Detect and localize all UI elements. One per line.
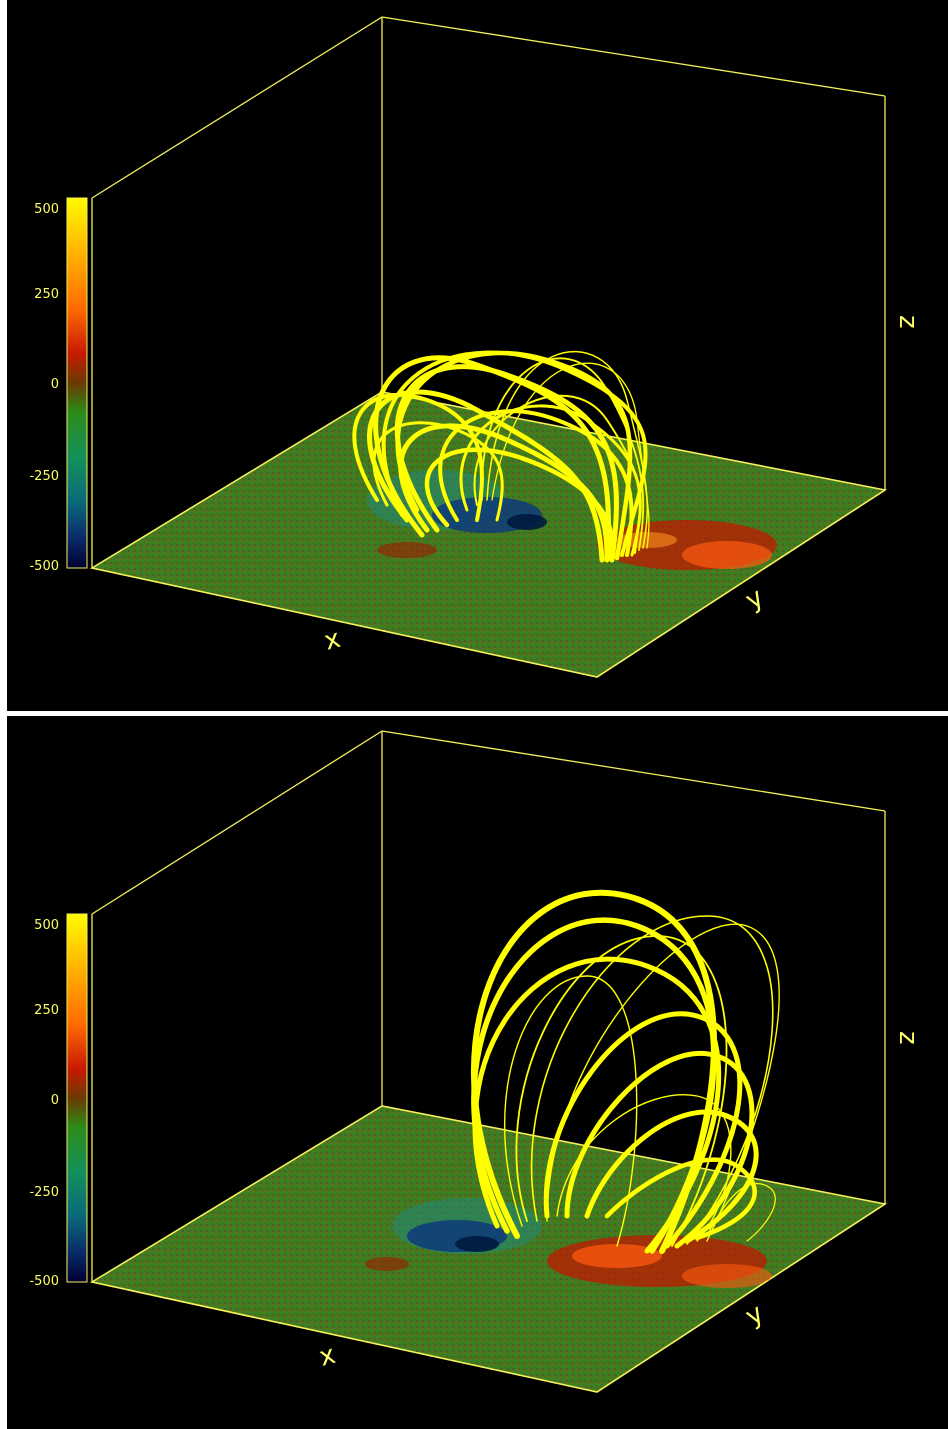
colorbar-tick-label: 0: [51, 377, 59, 392]
field-lines-top: [352, 350, 650, 563]
colorbar-tick-label: -250: [29, 1185, 59, 1200]
bottom-panel: 500 250 0 -250 -500 x y z: [7, 716, 948, 1429]
bounding-box-front: [91, 489, 886, 678]
colorbar-tick-label: -250: [29, 469, 59, 484]
y-axis-label: y: [741, 1298, 769, 1332]
positive-region-core: [682, 541, 772, 569]
positive-region-small: [365, 1257, 409, 1271]
top-plot-3d: 500 250 0 -250 -500 x y z: [29, 16, 923, 678]
x-axis-label: x: [316, 1340, 339, 1373]
bounding-box-back: [91, 730, 886, 1282]
positive-region-east: [682, 1264, 772, 1288]
colorbar-tick-label: -500: [29, 559, 59, 574]
bottom-plot-3d: 500 250 0 -250 -500 x y z: [29, 730, 923, 1393]
top-panel: 500 250 0 -250 -500 x y z: [7, 0, 948, 711]
negative-region-dark: [455, 1236, 499, 1252]
floor-edge-front-right: [596, 1203, 886, 1393]
bounding-box-back: [91, 16, 886, 568]
colorbar-tick-label: 500: [34, 202, 59, 217]
box-edge-top-left: [91, 16, 383, 199]
colorbar-tick-label: 500: [34, 918, 59, 933]
floor-edge-front-left: [91, 567, 598, 678]
colorbar-tick-label: 250: [34, 1003, 59, 1018]
z-axis-label: z: [893, 1031, 923, 1045]
colorbar-bottom: 500 250 0 -250 -500: [29, 913, 88, 1289]
magnetogram-floor: [89, 1105, 888, 1393]
colorbar-tick-label: 0: [51, 1093, 59, 1108]
colorbar-tick-label: 250: [34, 287, 59, 302]
colorbar-tick-label: -500: [29, 1274, 59, 1289]
field-lines-bottom: [471, 889, 780, 1254]
z-axis-label: z: [893, 315, 923, 329]
positive-region-small: [377, 542, 437, 558]
box-edge-top-right: [381, 730, 886, 812]
colorbar-gradient: [66, 197, 88, 569]
y-axis-label: y: [741, 582, 769, 616]
bounding-box-front: [91, 1203, 886, 1393]
colorbar-gradient: [66, 913, 88, 1283]
floor-edge-front-right: [596, 489, 886, 678]
negative-region-dark: [507, 514, 547, 530]
magnetogram-floor: [89, 391, 888, 678]
box-edge-top-right: [381, 16, 886, 97]
floor-edge-front-left: [91, 1281, 598, 1393]
positive-region-bright: [617, 532, 677, 548]
box-edge-top-left: [91, 730, 383, 915]
positive-region-core: [572, 1244, 662, 1268]
colorbar-top: 500 250 0 -250 -500: [29, 197, 88, 574]
x-axis-label: x: [321, 624, 344, 657]
